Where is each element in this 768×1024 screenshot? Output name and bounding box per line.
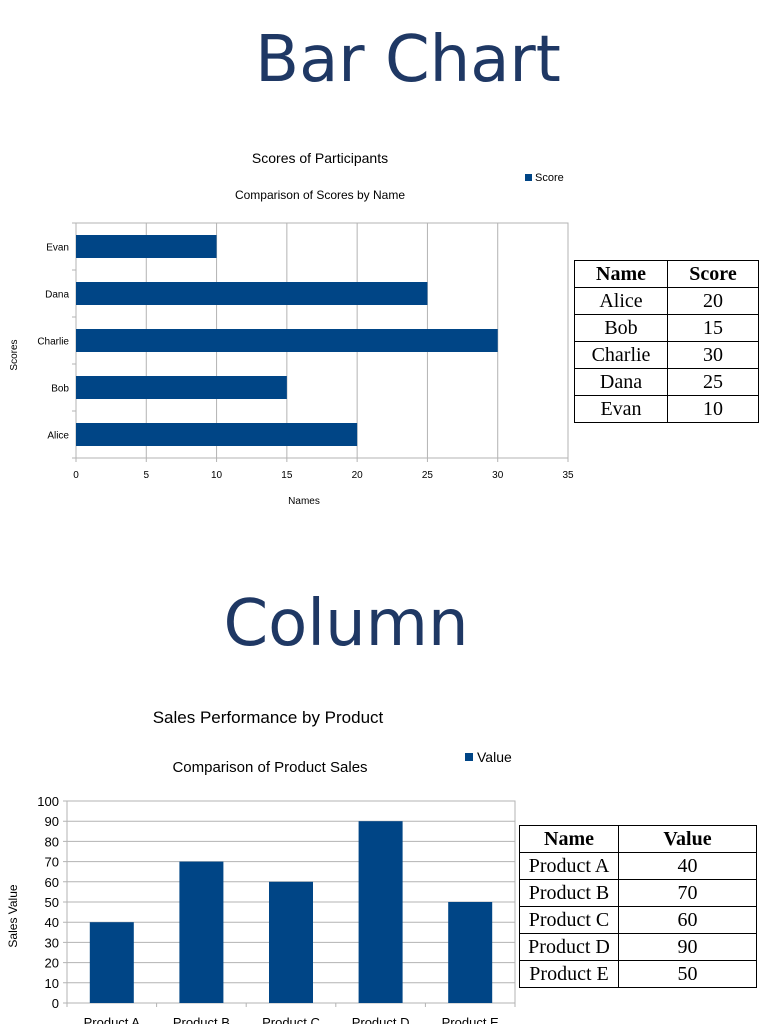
table-row: Product A 40 <box>519 852 757 880</box>
table-row: Charlie 30 <box>574 341 759 369</box>
category-label: Alice <box>47 431 69 442</box>
legend-swatch <box>465 753 473 761</box>
bar-evan <box>76 235 217 258</box>
legend-label: Score <box>535 172 564 184</box>
y-tick-label: 100 <box>37 794 59 809</box>
sales-table: Name Value Product A 40 Product B 70 Produ… <box>519 825 757 988</box>
name-cell: Product B <box>519 879 619 907</box>
legend-label: Value <box>477 749 512 765</box>
column-product-e <box>448 902 493 1003</box>
table-row: Evan 10 <box>574 395 759 423</box>
column-product-c <box>269 881 313 1003</box>
x-tick-label: 35 <box>562 470 574 481</box>
y-tick-label: 30 <box>45 935 59 950</box>
name-cell: Product E <box>519 960 619 988</box>
category-label: Bob <box>51 384 69 395</box>
value-cell: 40 <box>618 852 757 880</box>
x-tick-label: 20 <box>352 470 364 481</box>
x-tick-label: 30 <box>492 470 504 481</box>
name-cell: Dana <box>574 368 668 396</box>
y-tick-label: 70 <box>45 855 59 870</box>
score-table: Name Score Alice 20 Bob 15 Charlie 30 Dana 2… <box>574 260 759 423</box>
y-axis-label: Scores <box>9 339 20 370</box>
column-product-d <box>358 821 403 1003</box>
x-tick-label: 25 <box>422 470 434 481</box>
table-row: Product D 90 <box>519 933 757 961</box>
table-row: Product C 60 <box>519 906 757 934</box>
bar-bob <box>76 376 287 399</box>
y-tick-label: 0 <box>52 996 59 1011</box>
chart-subtitle: Comparison of Scores by Name <box>235 188 405 202</box>
name-cell: Product A <box>519 852 619 880</box>
table-row: Alice 20 <box>574 287 759 315</box>
chart-subtitle: Comparison of Product Sales <box>172 759 367 776</box>
bar-dana <box>76 282 428 305</box>
x-tick-label: 5 <box>144 470 150 481</box>
category-label: Product D <box>352 1015 410 1024</box>
chart-title: Sales Performance by Product <box>153 708 384 727</box>
value-cell: 50 <box>618 960 757 988</box>
y-tick-label: 90 <box>45 814 59 829</box>
table-row: Bob 15 <box>574 314 759 342</box>
y-tick-label: 80 <box>45 834 59 849</box>
table-row: Product E 50 <box>519 960 757 988</box>
value-cell: 70 <box>618 879 757 907</box>
table-row: Product B 70 <box>519 879 757 907</box>
y-tick-label: 20 <box>45 956 59 971</box>
x-tick-label: 10 <box>211 470 223 481</box>
legend-swatch <box>525 174 532 181</box>
column-heading: Column <box>223 587 469 661</box>
name-cell: Evan <box>574 395 668 423</box>
score-cell: 10 <box>667 395 759 423</box>
score-cell: 15 <box>667 314 759 342</box>
category-label: Evan <box>46 243 69 254</box>
y-tick-label: 60 <box>45 875 59 890</box>
category-label: Product A <box>84 1015 141 1024</box>
x-axis-label: Names <box>288 496 320 507</box>
bar-chart-heading: Bar Chart <box>255 23 561 97</box>
category-label: Product B <box>173 1015 230 1024</box>
name-cell: Bob <box>574 314 668 342</box>
y-tick-label: 50 <box>45 895 59 910</box>
category-label: Product E <box>442 1015 499 1024</box>
table-header: Value <box>618 825 757 853</box>
name-cell: Product D <box>519 933 619 961</box>
table-header: Score <box>667 260 759 288</box>
x-tick-label: 0 <box>73 470 79 481</box>
name-cell: Charlie <box>574 341 668 369</box>
chart-title: Scores of Participants <box>252 150 388 166</box>
score-cell: 20 <box>667 287 759 315</box>
x-tick-label: 15 <box>281 470 293 481</box>
column-product-a <box>89 922 134 1003</box>
value-cell: 90 <box>618 933 757 961</box>
column-product-b <box>179 861 224 1003</box>
category-label: Dana <box>45 290 69 301</box>
category-label: Product C <box>262 1015 320 1024</box>
score-cell: 30 <box>667 341 759 369</box>
name-cell: Product C <box>519 906 619 934</box>
y-axis-label: Sales Value <box>6 884 20 947</box>
value-cell: 60 <box>618 906 757 934</box>
y-tick-label: 40 <box>45 915 59 930</box>
bar-chart: Scores of Participants Comparison of Sco… <box>9 150 574 507</box>
y-tick-label: 10 <box>45 976 59 991</box>
name-cell: Alice <box>574 287 668 315</box>
bar-alice <box>76 423 358 446</box>
table-header: Name <box>519 825 619 853</box>
bar-charlie <box>76 329 498 352</box>
category-label: Charlie <box>37 337 69 348</box>
